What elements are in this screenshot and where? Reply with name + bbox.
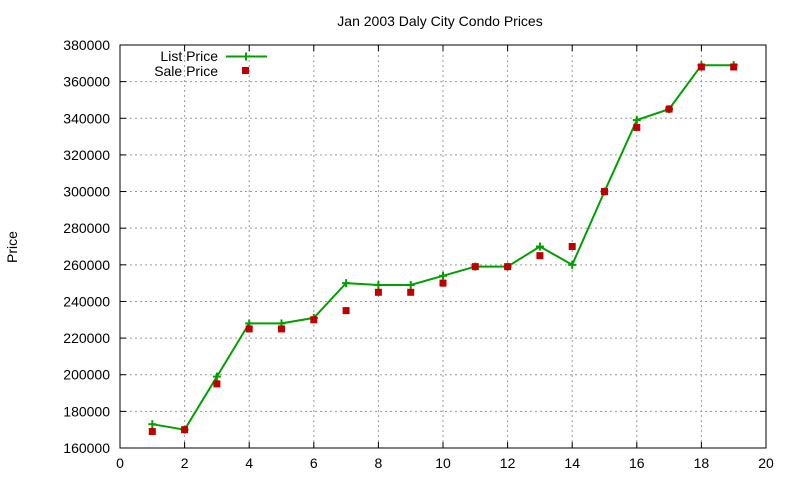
y-tick-label: 300000 [63,184,110,200]
y-tick-label: 380000 [63,37,110,53]
data-point-sale-price [536,252,544,260]
y-tick-label: 260000 [63,257,110,273]
data-point-sale-price [697,63,705,71]
data-point-sale-price [633,123,641,131]
x-tick-label: 4 [245,455,253,471]
y-tick-label: 160000 [63,440,110,456]
data-point-sale-price [213,380,221,388]
legend-marker-sale-price [242,67,249,74]
data-point-sale-price [310,316,318,324]
y-tick-label: 200000 [63,367,110,383]
data-point-list-price [406,280,415,289]
legend: List Price Sale Price [154,48,267,79]
data-point-sale-price [374,288,382,296]
y-tick-label: 320000 [63,147,110,163]
x-tick-label: 2 [181,455,189,471]
x-tick-label: 14 [564,455,580,471]
y-axis-label: Price [4,231,20,263]
axis-ticks: 0 2 4 6 8 10 12 14 16 18 20 160000 180000 200000 22000… [63,37,774,471]
x-tick-label: 16 [629,455,645,471]
chart-title: Jan 2003 Daly City Condo Prices [337,13,542,29]
x-tick-label: 18 [694,455,710,471]
legend-label-list-price: List Price [160,48,218,64]
y-tick-label: 220000 [63,330,110,346]
data-point-sale-price [568,243,576,250]
x-tick-label: 0 [116,455,124,471]
legend-label-sale-price: Sale Price [154,63,218,79]
data-point-sale-price [504,263,512,271]
x-tick-label: 10 [435,455,451,471]
data-point-sale-price [245,325,253,333]
data-point-list-price [632,116,641,125]
x-tick-label: 12 [500,455,516,471]
data-point-sale-price [665,105,673,113]
data-point-list-price [439,271,447,280]
data-point-sale-price [278,325,285,333]
y-tick-label: 340000 [63,110,110,126]
data-point-list-price [212,372,221,381]
x-tick-label: 6 [310,455,318,471]
data-point-sale-price [730,63,738,71]
x-tick-label: 8 [375,455,383,471]
data-point-sale-price [148,428,156,436]
legend-marker-list-price [242,52,250,61]
y-tick-label: 280000 [63,220,110,236]
y-tick-label: 180000 [63,403,110,419]
data-point-list-price [342,279,351,288]
data-point-sale-price [471,263,479,271]
data-point-sale-price [181,426,189,434]
data-point-list-price [148,420,157,429]
data-point-list-price [374,280,383,289]
x-tick-label: 20 [758,455,774,471]
data-point-sale-price [407,288,415,296]
data-point-sale-price [342,307,350,315]
data-point-sale-price [439,279,447,287]
data-point-sale-price [601,188,608,196]
y-tick-label: 240000 [63,293,110,309]
data-point-list-price [535,242,544,251]
series-layer [148,61,738,436]
data-point-list-price [568,260,577,269]
y-tick-label: 360000 [63,74,110,90]
